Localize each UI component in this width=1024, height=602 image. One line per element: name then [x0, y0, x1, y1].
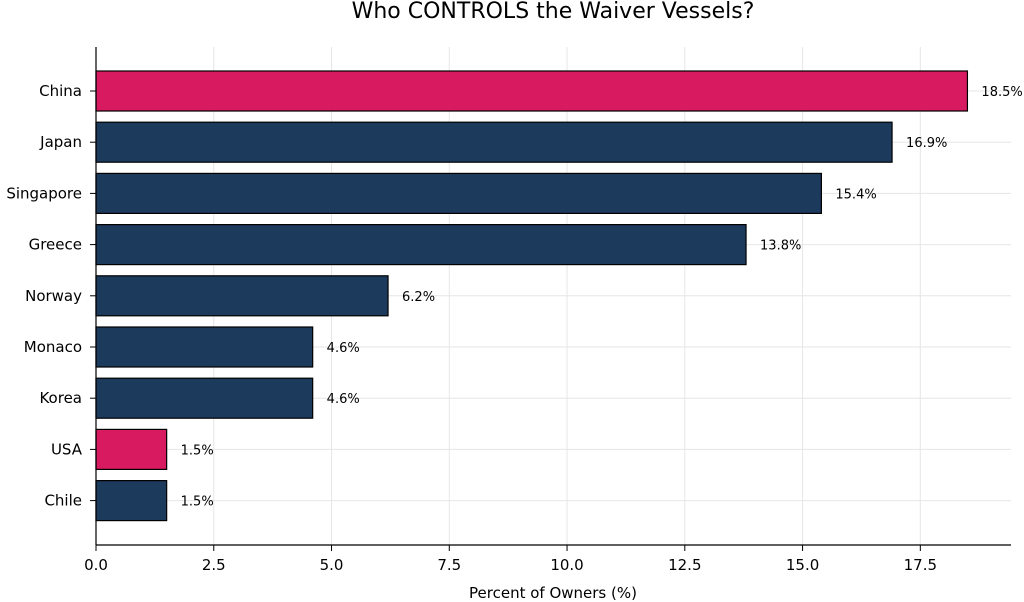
- bar-singapore: [95, 172, 823, 214]
- bar-monaco: [95, 326, 314, 368]
- x-tick-label: 7.5: [437, 556, 461, 574]
- bar-greece: [95, 224, 747, 266]
- bar-japan: [95, 121, 893, 163]
- data-label-norway: 6.2%: [402, 290, 435, 305]
- bar-usa: [95, 428, 168, 470]
- y-tick-label-norway: Norway: [25, 287, 82, 305]
- data-labels: 18.5% 16.9% 15.4% 13.8% 6.2% 4.6% 4.6% 1.5% 1.5%: [181, 85, 1023, 510]
- x-tick-label: 17.5: [904, 556, 937, 574]
- x-tick-label: 15.0: [786, 556, 819, 574]
- data-label-greece: 13.8%: [760, 239, 801, 254]
- data-label-monaco: 4.6%: [327, 341, 360, 356]
- data-label-singapore: 15.4%: [835, 187, 876, 202]
- data-label-japan: 16.9%: [906, 136, 947, 151]
- y-tick-label-chile: Chile: [44, 492, 82, 510]
- y-tick-label-singapore: Singapore: [6, 184, 82, 202]
- y-tick-label-korea: Korea: [39, 389, 82, 407]
- chart-title: Who CONTROLS the Waiver Vessels?: [352, 0, 755, 24]
- bar-china: [95, 70, 969, 112]
- bar-korea: [95, 377, 314, 419]
- y-tick-label-japan: Japan: [39, 133, 82, 151]
- x-tick-label: 2.5: [202, 556, 226, 574]
- data-label-china: 18.5%: [981, 85, 1022, 100]
- bar-norway: [95, 275, 389, 317]
- x-tick-label: 0.0: [84, 556, 108, 574]
- x-axis-label: Percent of Owners (%): [469, 584, 637, 602]
- y-tick-label-monaco: Monaco: [24, 338, 82, 356]
- data-label-chile: 1.5%: [181, 495, 214, 510]
- x-tick-label: 12.5: [668, 556, 701, 574]
- bar-chile: [95, 480, 168, 522]
- y-tick-label-usa: USA: [51, 440, 83, 458]
- bars: [95, 70, 969, 522]
- data-label-usa: 1.5%: [181, 443, 214, 458]
- x-tick-label: 10.0: [550, 556, 583, 574]
- data-label-korea: 4.6%: [327, 392, 360, 407]
- axes: China Japan Singapore Greece Norway Monaco Kor…: [6, 47, 1011, 574]
- x-tick-label: 5.0: [320, 556, 344, 574]
- y-tick-label-greece: Greece: [29, 236, 82, 254]
- y-tick-label-china: China: [39, 82, 82, 100]
